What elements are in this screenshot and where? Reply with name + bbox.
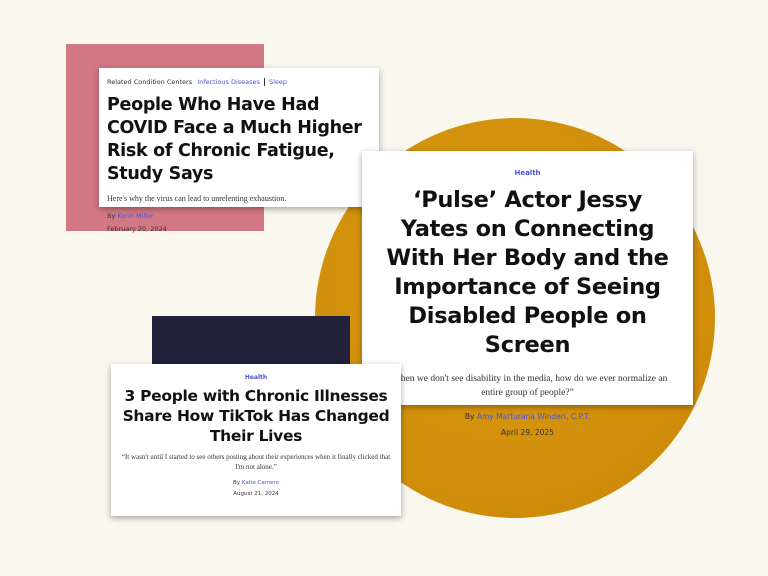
author-link[interactable]: Amy Marturana Winderl, C.P.T. xyxy=(476,412,591,421)
article-title[interactable]: People Who Have Had COVID Face a Much Hi… xyxy=(107,95,362,184)
by-label: By xyxy=(107,212,116,220)
author-link[interactable]: Korin Miller xyxy=(117,212,154,220)
article-date: April 29, 2025 xyxy=(501,428,554,437)
by-label: By xyxy=(464,412,475,421)
article-card-tiktok[interactable]: Health 3 People with Chronic Illnesses S… xyxy=(111,364,401,516)
article-card-pulse[interactable]: Health ‘Pulse’ Actor Jessy Yates on Conn… xyxy=(362,151,693,437)
article-dek: “When we don't see disability in the med… xyxy=(387,374,668,398)
related-condition-centers: Related Condition Centers Infectious Dis… xyxy=(107,78,371,86)
divider xyxy=(263,78,265,86)
article-date: February 20, 2024 xyxy=(107,225,167,233)
category-tag[interactable]: Health xyxy=(514,169,541,177)
category-tag[interactable]: Health xyxy=(244,374,268,381)
article-title[interactable]: ‘Pulse’ Actor Jessy Yates on Connecting … xyxy=(386,187,669,358)
byline: By Amy Marturana Winderl, C.P.T. xyxy=(376,412,679,421)
article-card-covid[interactable]: Related Condition Centers Infectious Dis… xyxy=(99,68,379,233)
link-sleep[interactable]: Sleep xyxy=(268,78,288,86)
navy-block xyxy=(152,316,350,366)
article-dek: Here's why the virus can lead to unrelen… xyxy=(107,194,287,203)
article-date: August 21, 2024 xyxy=(233,491,279,497)
by-label: By xyxy=(233,480,241,486)
author-link[interactable]: Katie Camero xyxy=(241,480,279,486)
article-dek: “It wasn't until I started to see others… xyxy=(121,453,391,471)
link-infectious-diseases[interactable]: Infectious Diseases xyxy=(197,78,260,86)
byline: By Korin Miller xyxy=(107,212,371,220)
related-label: Related Condition Centers xyxy=(107,78,193,86)
article-title[interactable]: 3 People with Chronic Illnesses Share Ho… xyxy=(122,387,390,445)
byline: By Katie Camero xyxy=(121,480,391,486)
